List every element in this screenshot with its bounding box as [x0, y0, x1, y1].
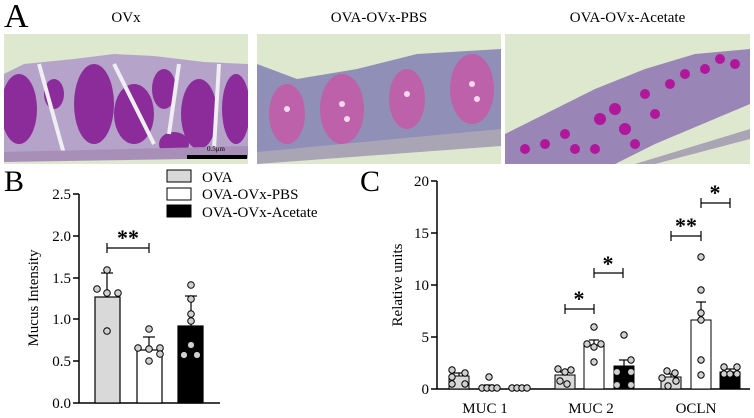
significance-b: ** [117, 225, 139, 250]
legend-label-pbs: OVA-OVx-PBS [202, 187, 298, 203]
y-tick-10: 10 [414, 278, 429, 294]
micrograph-ova-ovx-acetate [505, 34, 750, 164]
significance-muc2-ova-pbs: * [574, 286, 585, 311]
y-axis-label: Mucus Intensity [26, 249, 42, 347]
y-tick-0.5: 0.5 [52, 354, 71, 370]
y-tick-0.0: 0.0 [52, 396, 71, 412]
y-tick-1.5: 1.5 [52, 271, 71, 287]
legend-label-ova: OVA [202, 170, 233, 186]
image-title-acetate: OVA-OVx-Acetate [569, 10, 686, 26]
legend-swatch-pbs [166, 187, 192, 201]
y-tick-20: 20 [414, 174, 429, 190]
y-tick-2.0: 2.0 [52, 229, 71, 245]
micrograph-ovx: 0.5μm [4, 34, 248, 164]
legend-swatch-acetate [166, 204, 192, 218]
x-label-muc2: MUC 2 [568, 401, 613, 417]
legend: OVA OVA-OVx-PBS OVA-OVx-Acetate [166, 169, 318, 221]
x-label-ocln: OCLN [676, 401, 717, 417]
legend-swatch-ova [166, 169, 192, 183]
scale-bar-label: 0.5μm [207, 145, 226, 153]
panel-a-letter: A [4, 0, 29, 35]
scale-bar [187, 155, 247, 159]
micrograph-ova-ovx-pbs [257, 34, 501, 164]
legend-label-acetate: OVA-OVx-Acetate [202, 205, 318, 221]
y-tick-5: 5 [422, 330, 430, 346]
y-tick-0: 0 [422, 382, 430, 398]
significance-ocln-pbs-acetate: * [710, 180, 721, 205]
significance-ocln-ova-pbs: ** [675, 213, 697, 238]
x-label-muc1: MUC 1 [462, 401, 507, 417]
panel-b-letter: B [4, 165, 25, 198]
chart-c-relative-units: 20 15 10 5 0 Relative units MUC 1 MUC 2 … [390, 174, 750, 417]
y-tick-15: 15 [414, 226, 429, 242]
image-title-ovx: OVx [111, 10, 141, 26]
bar-ova-ovx-acetate [177, 325, 204, 404]
y-tick-2.5: 2.5 [52, 187, 71, 203]
y-axis-label-c: Relative units [390, 243, 406, 326]
y-tick-1.0: 1.0 [52, 312, 71, 328]
image-title-pbs: OVA-OVx-PBS [330, 10, 428, 26]
chart-b-mucus-intensity: 2.5 2.0 1.5 1.0 0.5 0.0 Mucus Intensity … [26, 169, 318, 412]
panel-c-letter: C [360, 165, 381, 198]
bar-ova [94, 296, 121, 404]
significance-muc2-pbs-acetate: * [603, 251, 614, 276]
